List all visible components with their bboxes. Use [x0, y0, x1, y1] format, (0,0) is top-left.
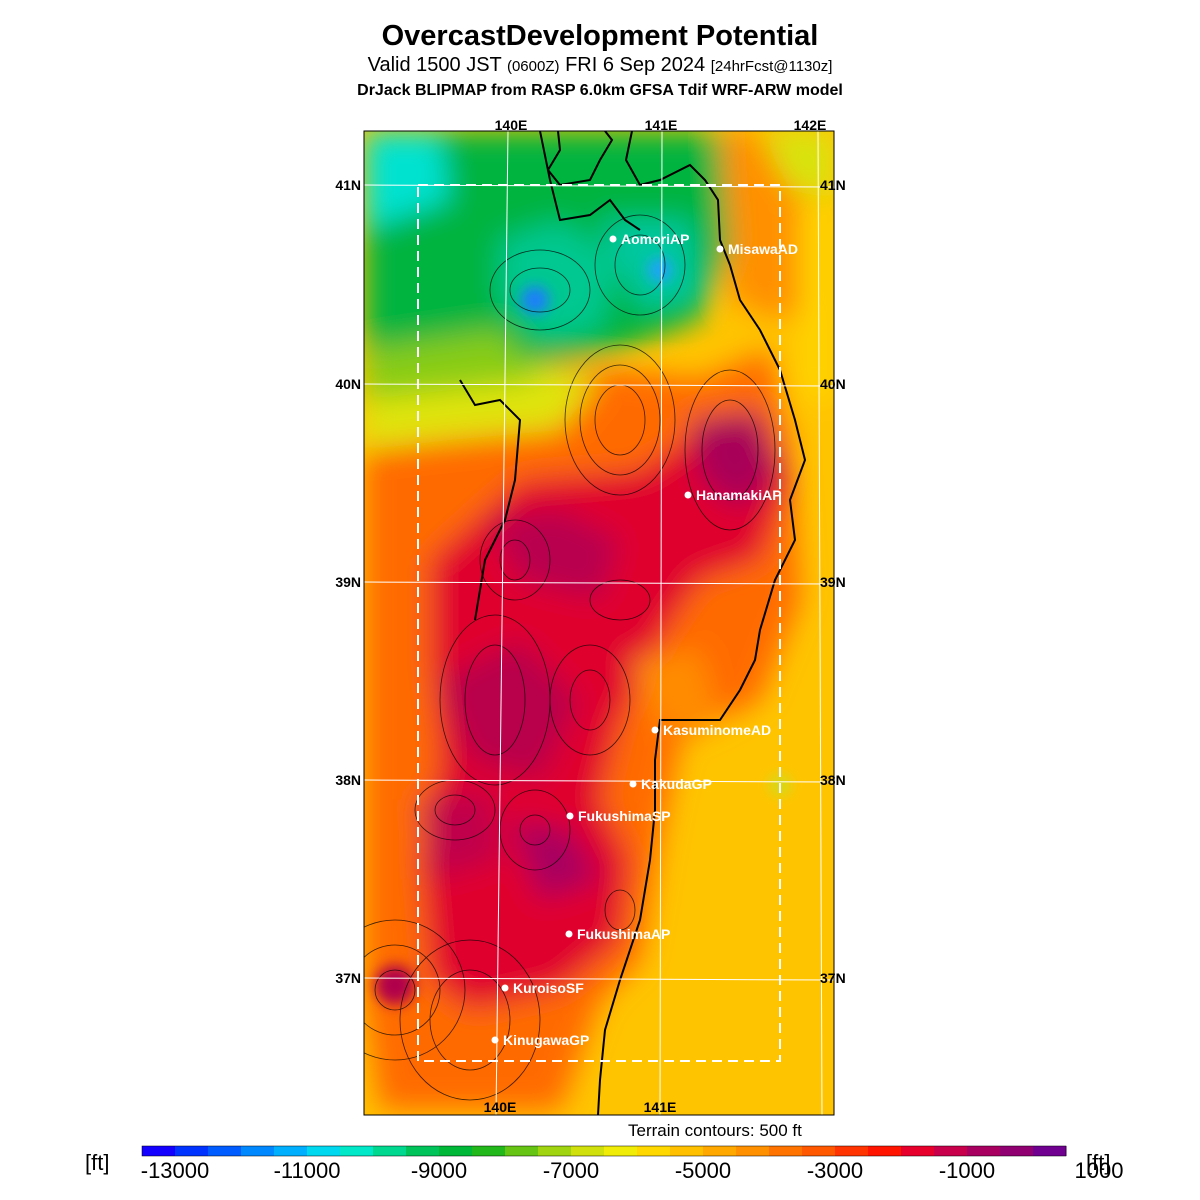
domain-box: [417, 184, 781, 1062]
colorbar-swatch: [604, 1146, 638, 1156]
station-marker: [501, 984, 509, 992]
colorbar-label: -11000: [273, 1158, 341, 1183]
station-label: KakudaGP: [641, 776, 712, 792]
colorbar-swatch: [274, 1146, 308, 1156]
colorbar-swatch: [1033, 1146, 1067, 1156]
station-marker: [565, 930, 573, 938]
lat-label-right: 38N: [820, 772, 846, 788]
coastline: [459, 131, 807, 1115]
station-label: KinugawaGP: [503, 1032, 589, 1048]
station-marker: [491, 1036, 499, 1044]
colorbar-swatch: [439, 1146, 473, 1156]
valid-date: FRI 6 Sep 2024: [565, 54, 706, 76]
colorbar-label: -13000: [140, 1158, 210, 1183]
map-frame: [363, 130, 835, 1116]
lat-label-right: 41N: [820, 177, 846, 193]
station-marker: [651, 726, 659, 734]
station-marker: [609, 235, 617, 243]
lon-label-bottom: 140E: [484, 1099, 517, 1115]
colorbar-swatch: [241, 1146, 275, 1156]
colorbar-swatch: [835, 1146, 869, 1156]
colorbar-swatch: [538, 1146, 572, 1156]
lon-label-top: 140E: [495, 117, 528, 133]
colorbar-swatch: [175, 1146, 209, 1156]
colorbar-swatch: [637, 1146, 671, 1156]
station-label: KuroisoSF: [513, 980, 584, 996]
colorbar-border: [141, 1145, 1067, 1157]
colorbar-swatch: [373, 1146, 407, 1156]
colorbar-unit-right: [ft]: [1086, 1150, 1111, 1175]
colorbar-swatch: [868, 1146, 902, 1156]
colorbar-swatch: [208, 1146, 242, 1156]
map-title: OvercastDevelopment Potential: [381, 20, 819, 52]
lat-label-left: 40N: [335, 376, 361, 392]
lat-label-left: 38N: [335, 772, 361, 788]
colorbar-swatch: [802, 1146, 836, 1156]
colorbar-label: -1000: [938, 1158, 996, 1183]
colorbar-unit-left: [ft]: [85, 1150, 110, 1175]
colorbar-swatch: [307, 1146, 341, 1156]
station-label: KasuminomeAD: [663, 722, 771, 738]
colorbar-swatch: [703, 1146, 737, 1156]
lat-label-right: 39N: [820, 574, 846, 590]
colorbar-swatch: [340, 1146, 374, 1156]
valid-time: Valid 1500 JST: [367, 54, 502, 76]
colorbar-label: 1000: [1074, 1158, 1124, 1183]
colorbar-label: -9000: [410, 1158, 468, 1183]
lat-label-left: 39N: [335, 574, 361, 590]
forecast-time: [24hrFcst@1130z]: [710, 58, 833, 75]
terrain-contours: [364, 214, 776, 1101]
station-marker: [684, 491, 692, 499]
station-label: MisawaAD: [728, 241, 798, 257]
lat-label-right: 40N: [820, 376, 846, 392]
colorbar-swatch: [142, 1146, 176, 1156]
lat-label-right: 37N: [820, 970, 846, 986]
colorbar-swatch: [472, 1146, 506, 1156]
terrain-note: Terrain contours: 500 ft: [628, 1121, 802, 1140]
colorbar-label: -7000: [542, 1158, 600, 1183]
colorbar-swatch: [769, 1146, 803, 1156]
colorbar-swatch: [934, 1146, 968, 1156]
colorbar: [141, 1145, 1067, 1157]
lon-label-bottom: 141E: [644, 1099, 677, 1115]
lat-label-left: 41N: [335, 177, 361, 193]
lat-label-left: 37N: [335, 970, 361, 986]
colorbar-swatch: [406, 1146, 440, 1156]
model-subtitle: DrJack BLIPMAP from RASP 6.0km GFSA Tdif…: [357, 82, 843, 99]
station-marker: [566, 812, 574, 820]
station-label: HanamakiAP: [696, 487, 782, 503]
color-field: [364, 131, 834, 1115]
colorbar-swatch: [505, 1146, 539, 1156]
valid-time-line: Valid 1500 JST (0600Z) FRI 6 Sep 2024 [2…: [0, 54, 1200, 77]
colorbar-label: -5000: [674, 1158, 732, 1183]
lon-label-top: 141E: [645, 117, 678, 133]
valid-utc: (0600Z): [506, 58, 560, 75]
station-marker: [716, 245, 724, 253]
colorbar-swatch: [1000, 1146, 1034, 1156]
colorbar-swatch: [967, 1146, 1001, 1156]
station-label: FukushimaSP: [578, 808, 671, 824]
colorbar-swatch: [901, 1146, 935, 1156]
station-label: AomoriAP: [621, 231, 689, 247]
colorbar-swatch: [571, 1146, 605, 1156]
colorbar-swatch: [670, 1146, 704, 1156]
colorbar-swatch: [736, 1146, 770, 1156]
lon-label-top: 142E: [794, 117, 827, 133]
station-label: FukushimaAP: [577, 926, 670, 942]
colorbar-label: -3000: [806, 1158, 864, 1183]
station-marker: [629, 780, 637, 788]
